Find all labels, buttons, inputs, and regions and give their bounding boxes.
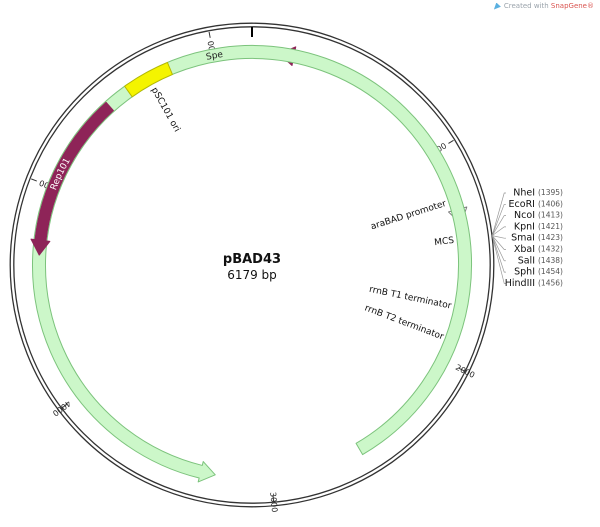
plasmid-name: pBAD43 [223, 252, 281, 267]
site-name: NheI [513, 188, 535, 199]
tick-3000 [272, 494, 275, 502]
site-name: EcoRI [509, 199, 535, 210]
site-sali[interactable]: SalI (1438) [491, 235, 563, 267]
watermark-mark: ® [587, 2, 594, 10]
restriction-sites: NheI (1395)EcoRI (1406)NcoI (1413)KpnI (1421… [491, 188, 563, 289]
tick-2000 [458, 367, 465, 372]
site-position: (1438) [538, 256, 563, 265]
site-name: SalI [518, 255, 535, 266]
snapgene-watermark: Created with SnapGene® [493, 2, 594, 10]
site-name: SphI [514, 267, 535, 278]
backbone-ring [9, 22, 495, 508]
site-leader-line [492, 226, 506, 236]
tick-label-3000: 3000 [268, 492, 279, 513]
site-position: (1406) [538, 199, 563, 208]
tick-label-2000: 2000 [454, 363, 476, 380]
site-hindiii[interactable]: HindIII (1456) [491, 235, 563, 289]
site-name: NcoI [514, 210, 535, 221]
site-leader-line [491, 203, 506, 236]
tick-5000 [31, 178, 37, 182]
tick-4000 [62, 403, 68, 408]
site-position: (1421) [538, 222, 563, 231]
backbone-inner-line [13, 26, 491, 504]
feature-label-pSC101-ori: pSC101 ori [149, 86, 182, 134]
site-position: (1395) [538, 188, 563, 197]
watermark-brand: SnapGene [550, 2, 587, 10]
tick-6000 [208, 31, 211, 38]
site-name: XbaI [514, 244, 535, 255]
site-sphi[interactable]: SphI (1454) [491, 235, 563, 278]
tick-label-4000: 4000 [51, 398, 73, 417]
feature-label-rrnB-T1-terminator: rrnB T1 terminator [368, 285, 452, 312]
backbone-outer-line [9, 22, 495, 508]
site-position: (1454) [538, 267, 563, 276]
site-smai[interactable]: SmaI (1423) [492, 233, 563, 244]
snapgene-logo-icon [493, 2, 501, 10]
feature-label-rrnB-T2-terminator: rrnB T2 terminator [363, 303, 445, 342]
site-leader-line [491, 192, 506, 236]
site-nhei[interactable]: NheI (1395) [491, 188, 563, 236]
center-label: pBAD43 6179 bp [223, 252, 281, 282]
site-leader-line [492, 235, 506, 239]
site-xbai[interactable]: XbaI (1432) [491, 235, 563, 255]
site-position: (1432) [538, 245, 563, 254]
feature-label-Spe: Spe [205, 49, 224, 62]
site-ecori[interactable]: EcoRI (1406) [491, 199, 563, 236]
site-leader-line [491, 235, 506, 284]
feature-Rep101[interactable] [30, 101, 114, 256]
site-leader-line [491, 235, 506, 262]
feature-Spe[interactable] [32, 45, 472, 483]
site-name: KpnI [514, 221, 535, 232]
site-ncoi[interactable]: NcoI (1413) [491, 210, 563, 236]
site-name: SmaI [511, 233, 535, 244]
site-leader-line [491, 235, 506, 273]
feature-label-MCS: MCS [434, 236, 455, 248]
feature-pSC101-ori[interactable] [124, 61, 173, 98]
site-position: (1413) [538, 211, 563, 220]
site-kpni[interactable]: KpnI (1421) [492, 221, 563, 236]
watermark-prefix: Created with [503, 2, 549, 10]
site-position: (1423) [538, 233, 563, 242]
feature-label-araBAD-promoter: araBAD promoter [370, 199, 448, 232]
site-leader-line [491, 215, 506, 236]
site-leader-line [491, 235, 506, 250]
site-position: (1456) [538, 278, 563, 287]
plasmid-size: 6179 bp [227, 268, 277, 282]
site-name: HindIII [505, 278, 535, 289]
tick-1000 [448, 139, 454, 144]
